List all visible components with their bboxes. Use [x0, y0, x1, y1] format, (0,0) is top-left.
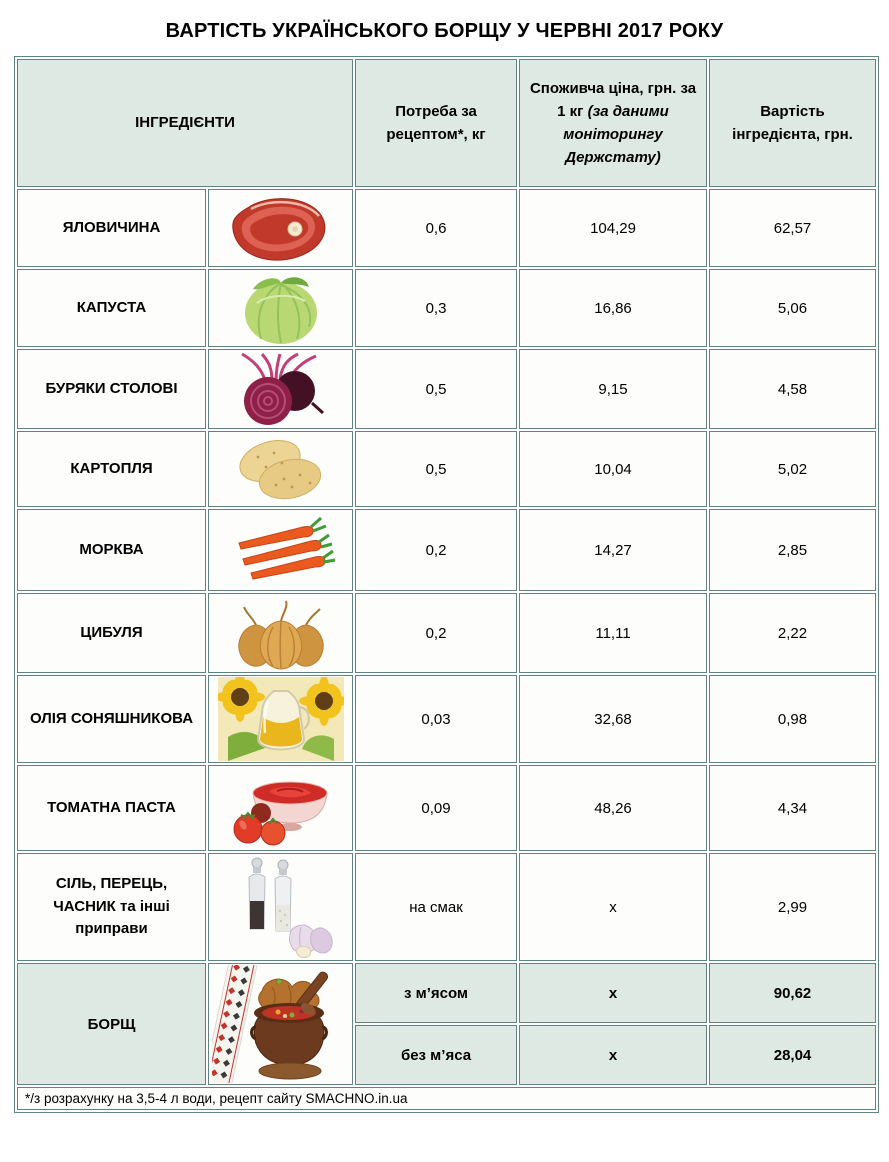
need-value: 0,6 [355, 189, 518, 267]
ingredient-photo-cell [208, 269, 354, 347]
need-value: 0,2 [355, 509, 518, 591]
cost-value: 2,22 [709, 593, 877, 673]
ingredient-name: МОРКВА [17, 509, 206, 591]
price-value: 32,68 [519, 675, 708, 763]
cost-value: 4,34 [709, 765, 877, 851]
salt-pepper-garlic-image [247, 857, 333, 958]
price-value: 104,29 [519, 189, 708, 267]
cost-value: 2,85 [709, 509, 877, 591]
summary-label: з м’ясом [355, 963, 518, 1023]
ingredient-name: ЯЛОВИЧИНА [17, 189, 206, 267]
price-value: 11,11 [519, 593, 708, 673]
beef-image [231, 198, 325, 261]
cabbage-image [244, 277, 317, 344]
table-header-row: ІНГРЕДІЄНТИ Потреба за рецептом*, кг Спо… [17, 59, 877, 187]
ingredient-photo-cell [208, 593, 354, 673]
beet-image [240, 352, 324, 425]
ingredient-name: СІЛЬ, ПЕРЕЦЬ, ЧАСНИК та інші приправи [17, 853, 206, 961]
header-need: Потреба за рецептом*, кг [355, 59, 518, 187]
header-price: Споживча ціна, грн. за 1 кг (за даними м… [519, 59, 708, 187]
onion-image [237, 600, 324, 670]
ingredient-name: БУРЯКИ СТОЛОВІ [17, 349, 206, 429]
price-value: 14,27 [519, 509, 708, 591]
ingredient-photo-cell [208, 349, 354, 429]
table-row: ЯЛОВИЧИНА 0,6 104,29 62,57 [17, 189, 877, 267]
table-row: КАПУСТА 0,3 16,86 5,06 [17, 269, 877, 347]
cost-value: 2,99 [709, 853, 877, 961]
header-cost: Вартість інгредієнта, грн. [709, 59, 877, 187]
table-row: МОРКВА 0,2 14,27 2,85 [17, 509, 877, 591]
ingredient-photo-cell [208, 431, 354, 507]
ingredient-photo-cell [208, 765, 354, 851]
need-value: 0,5 [355, 431, 518, 507]
ingredient-photo-cell [208, 509, 354, 591]
carrot-image [237, 516, 335, 580]
summary-row-without-meat: без м’яса х 28,04 [17, 1025, 877, 1085]
summary-row-with-meat: БОРЩ [17, 963, 877, 1085]
ingredient-name: КАПУСТА [17, 269, 206, 347]
need-value: 0,2 [355, 593, 518, 673]
footnote-row: */з розрахунку на 3,5-4 л води, рецепт с… [17, 1087, 877, 1110]
need-value: 0,09 [355, 765, 518, 851]
need-value: на смак [355, 853, 518, 961]
summary-photo-cell [208, 963, 354, 1085]
borscht-image [211, 965, 328, 1083]
ingredient-photo-cell [208, 675, 354, 763]
cost-value: 62,57 [709, 189, 877, 267]
footnote-text: */з розрахунку на 3,5-4 л води, рецепт с… [17, 1087, 877, 1110]
ingredient-name: ОЛІЯ СОНЯШНИКОВА [17, 675, 206, 763]
summary-name: БОРЩ [17, 963, 206, 1085]
cost-value: 5,02 [709, 431, 877, 507]
price-value: х [519, 853, 708, 961]
cost-value: 4,58 [709, 349, 877, 429]
cost-value: 0,98 [709, 675, 877, 763]
header-price-main: Споживча ціна, грн. за 1 кг [529, 79, 697, 120]
ingredient-name: ЦИБУЛЯ [17, 593, 206, 673]
table-row: БУРЯКИ СТОЛОВІ 0,5 9,15 [17, 349, 877, 429]
borscht-cost-table: ІНГРЕДІЄНТИ Потреба за рецептом*, кг Спо… [14, 56, 880, 1113]
summary-price: х [519, 963, 708, 1023]
price-value: 48,26 [519, 765, 708, 851]
need-value: 0,03 [355, 675, 518, 763]
summary-cost: 28,04 [709, 1025, 877, 1085]
cost-value: 5,06 [709, 269, 877, 347]
page-title: ВАРТІСТЬ УКРАЇНСЬКОГО БОРЩУ У ЧЕРВНІ 201… [165, 20, 724, 42]
need-value: 0,3 [355, 269, 518, 347]
table-row: ТОМАТНА ПАСТА 0,09 48,26 4,34 [17, 765, 877, 851]
header-price-note: (за даними моніторингу Держстату) [563, 102, 669, 167]
summary-price: х [519, 1025, 708, 1085]
potato-image [238, 440, 321, 500]
price-value: 16,86 [519, 269, 708, 347]
table-row: КАРТОПЛЯ 0,5 10,04 5,02 [17, 431, 877, 507]
ingredient-photo-cell [208, 853, 354, 961]
price-value: 10,04 [519, 431, 708, 507]
header-ingredients: ІНГРЕДІЄНТИ [17, 59, 354, 187]
ingredient-name: КАРТОПЛЯ [17, 431, 206, 507]
need-value: 0,5 [355, 349, 518, 429]
sunflower-oil-image [217, 677, 344, 761]
ingredient-name: ТОМАТНА ПАСТА [17, 765, 206, 851]
table-row: СІЛЬ, ПЕРЕЦЬ, ЧАСНИК та інші приправи [17, 853, 877, 961]
tomato-paste-image [233, 781, 328, 846]
summary-cost: 90,62 [709, 963, 877, 1023]
table-row: ЦИБУЛЯ 0,2 11,11 2,22 [17, 593, 877, 673]
page: ВАРТІСТЬ УКРАЇНСЬКОГО БОРЩУ У ЧЕРВНІ 201… [14, 20, 880, 1113]
table-row: ОЛІЯ СОНЯШНИКОВА [17, 675, 877, 763]
price-value: 9,15 [519, 349, 708, 429]
ingredient-photo-cell [208, 189, 354, 267]
summary-label: без м’яса [355, 1025, 518, 1085]
